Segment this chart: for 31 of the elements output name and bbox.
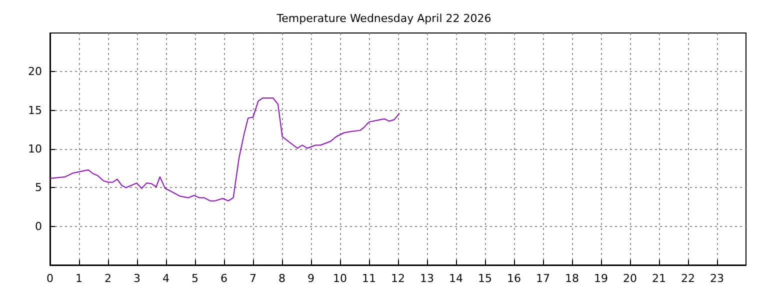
x-tick-label: 1 [76, 272, 82, 285]
x-tick-label: 9 [308, 272, 314, 285]
x-tick-label: 7 [250, 272, 256, 285]
x-tick-label: 8 [278, 272, 286, 285]
x-tick-label: 16 [507, 272, 521, 285]
x-tick-label: 14 [449, 272, 463, 285]
y-tick-label: 20 [28, 65, 42, 78]
x-tick-label: 3 [134, 272, 140, 285]
x-tick-label: 17 [536, 272, 550, 285]
x-tick-label: 5 [192, 272, 198, 285]
x-tick-label: 22 [681, 272, 695, 285]
x-tick-label: 19 [594, 272, 608, 285]
x-tick-label: 6 [220, 272, 228, 285]
y-tick-label: 10 [28, 142, 42, 156]
x-tick-label: 13 [420, 272, 434, 285]
x-tick-label: 12 [391, 272, 405, 285]
x-tick-label: 15 [478, 272, 492, 285]
x-tick-label: 20 [623, 272, 637, 285]
line-series [50, 97, 400, 202]
x-tick-label: 10 [333, 272, 347, 285]
x-tick-label: 2 [104, 272, 112, 285]
x-tick-label: 0 [46, 272, 54, 285]
x-tick-label: 23 [710, 272, 724, 285]
x-tick-label: 11 [362, 272, 376, 285]
x-tick-label: 4 [162, 272, 170, 285]
chart-title: Temperature Wednesday April 22 2026 [276, 12, 492, 25]
x-tick-label: 18 [565, 272, 579, 285]
y-tick-label: 5 [35, 181, 42, 194]
x-tick-label: 21 [652, 272, 666, 285]
y-tick-label: 15 [28, 104, 42, 117]
y-tick-label: 0 [35, 220, 42, 233]
